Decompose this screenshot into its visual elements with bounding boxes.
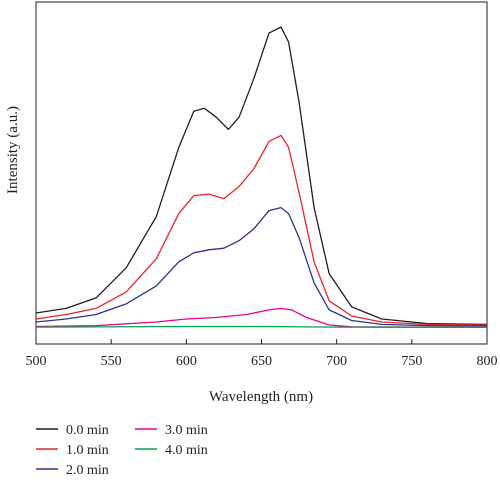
legend-label: 3.0 min (165, 423, 208, 438)
legend-label: 0.0 min (66, 423, 109, 438)
series-line-3 (35, 307, 488, 329)
legend-item: 0.0 min (36, 423, 109, 438)
x-tick-label: 800 (477, 354, 498, 369)
legend-item: 3.0 min (135, 423, 208, 438)
series-lines (35, 26, 488, 329)
series-line-0 (35, 26, 488, 326)
series-line-2 (35, 206, 488, 327)
legend-label: 1.0 min (66, 443, 109, 458)
x-tick-label: 600 (176, 354, 197, 369)
legend-item: 2.0 min (36, 463, 109, 478)
x-tick-label: 550 (101, 354, 122, 369)
x-tick-label: 750 (401, 354, 422, 369)
series-line-1 (35, 134, 488, 326)
x-axis-title: Wavelength (nm) (209, 389, 313, 405)
legend: 0.0 min 1.0 min 2.0 min 3.0 min 4.0 min (36, 423, 208, 478)
x-tick-label: 700 (326, 354, 347, 369)
legend-label: 4.0 min (165, 443, 208, 458)
legend-label: 2.0 min (66, 463, 109, 478)
y-axis-title: Intensity (a.u.) (5, 106, 21, 194)
plot-frame (35, 1, 488, 345)
legend-item: 4.0 min (135, 443, 208, 458)
x-tick-label: 650 (251, 354, 272, 369)
series-line-4 (35, 325, 488, 329)
x-axis: 500 550 600 650 700 750 800 (26, 339, 498, 369)
legend-item: 1.0 min (36, 443, 109, 458)
x-tick-label: 500 (26, 354, 47, 369)
